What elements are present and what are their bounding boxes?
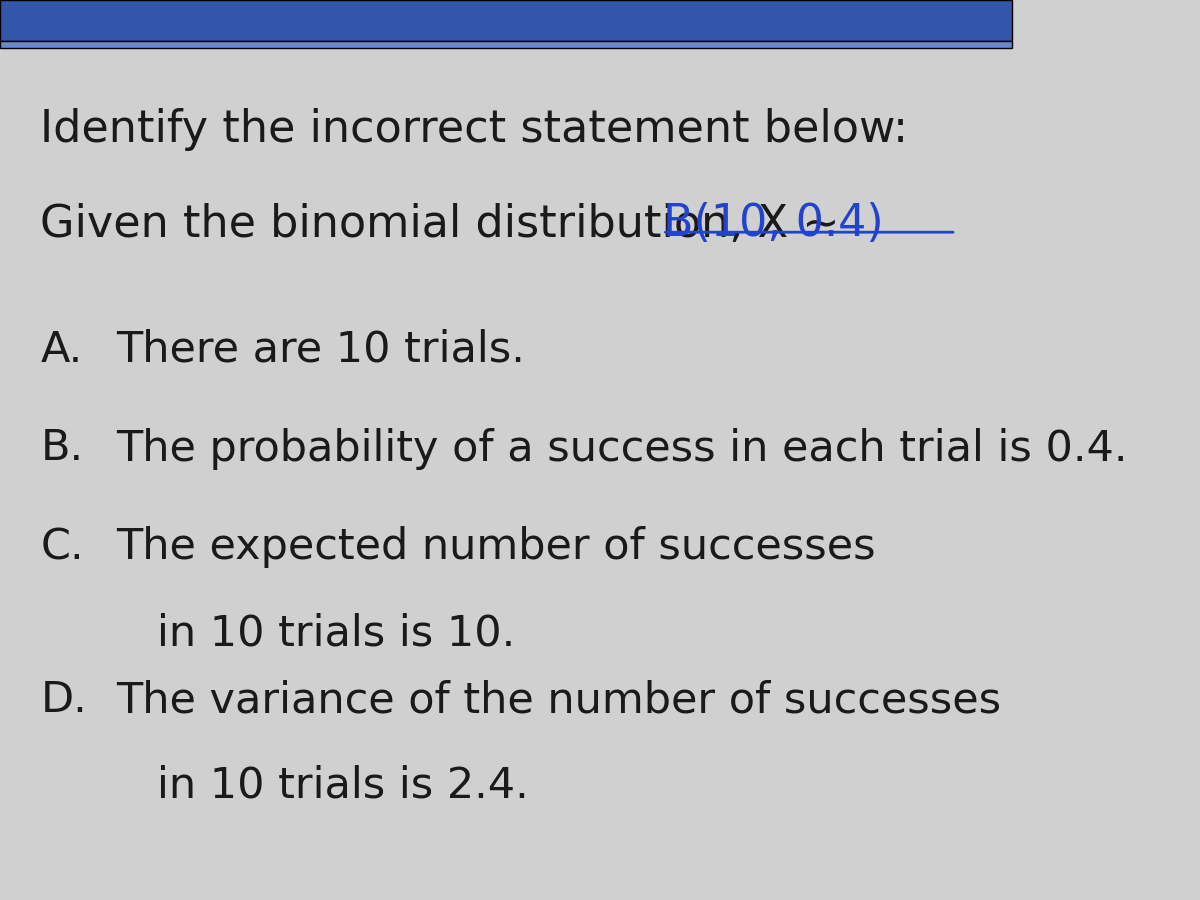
FancyBboxPatch shape [0,0,1012,40]
FancyBboxPatch shape [0,40,1012,48]
Text: The probability of a success in each trial is 0.4.: The probability of a success in each tri… [116,428,1128,470]
Text: Given the binomial distribution, X ∼: Given the binomial distribution, X ∼ [41,202,854,246]
Text: The expected number of successes: The expected number of successes [116,526,876,569]
Text: in 10 trials is 10.: in 10 trials is 10. [157,612,515,654]
Text: C.: C. [41,526,84,569]
Text: B(10, 0.4): B(10, 0.4) [662,202,883,246]
Text: in 10 trials is 2.4.: in 10 trials is 2.4. [157,765,528,807]
Text: The variance of the number of successes: The variance of the number of successes [116,680,1002,722]
Text: Identify the incorrect statement below:: Identify the incorrect statement below: [41,108,908,151]
Text: D.: D. [41,680,88,722]
Text: There are 10 trials.: There are 10 trials. [116,328,526,371]
Text: A.: A. [41,328,83,371]
Text: B.: B. [41,428,84,470]
